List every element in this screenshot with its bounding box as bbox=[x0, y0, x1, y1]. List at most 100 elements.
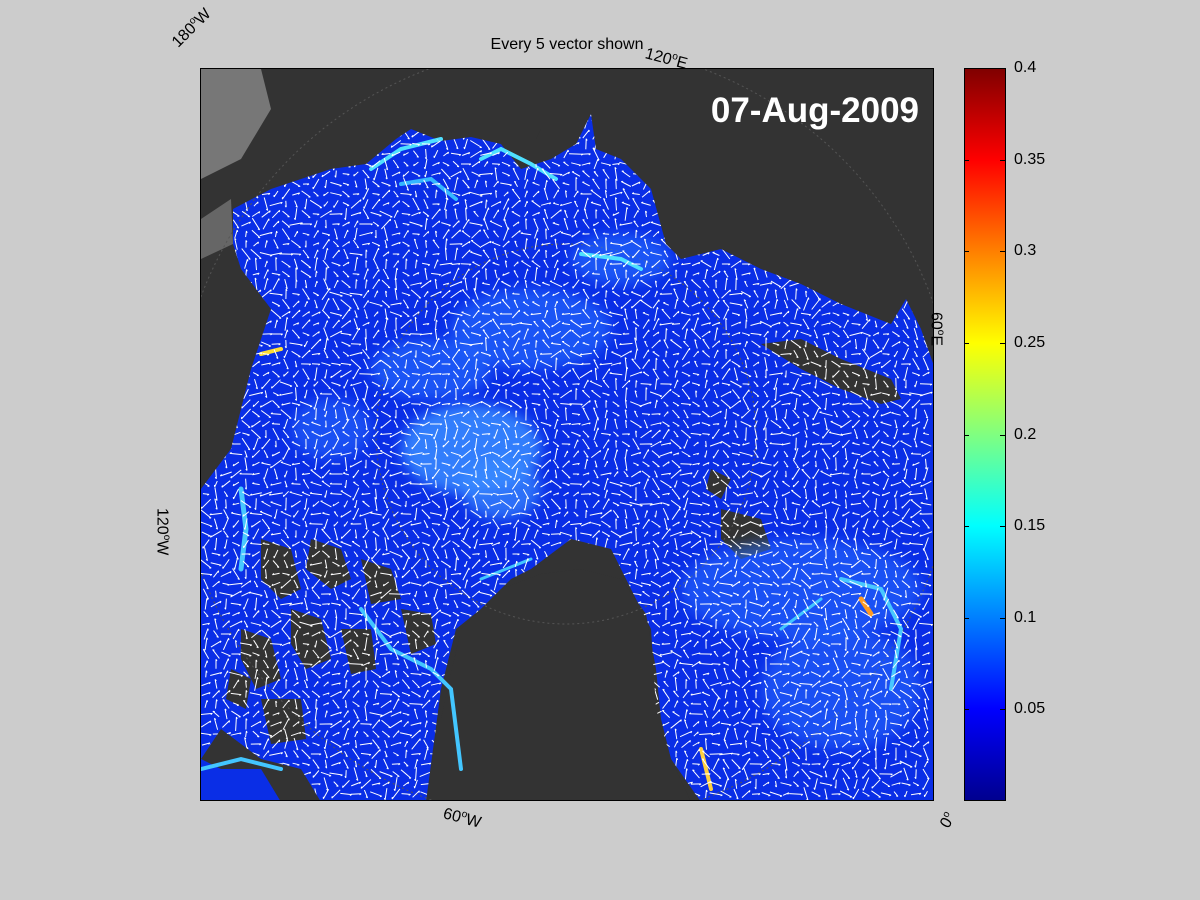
velocity-vector bbox=[512, 337, 520, 351]
velocity-vector bbox=[461, 289, 471, 299]
velocity-vector bbox=[631, 181, 641, 187]
coastal-currents bbox=[201, 137, 904, 791]
velocity-vector bbox=[522, 372, 531, 376]
velocity-vector bbox=[624, 366, 629, 381]
velocity-vector bbox=[731, 331, 741, 337]
velocity-vector bbox=[624, 207, 629, 221]
velocity-vector bbox=[371, 160, 381, 168]
velocity-vector bbox=[433, 380, 439, 389]
velocity-vector bbox=[412, 252, 420, 257]
velocity-vector bbox=[542, 281, 550, 286]
velocity-vector bbox=[333, 200, 339, 208]
velocity-vector bbox=[250, 249, 262, 260]
velocity-vector bbox=[693, 350, 699, 358]
velocity-vector bbox=[392, 200, 401, 208]
velocity-vector bbox=[349, 252, 363, 257]
velocity-vector bbox=[539, 360, 553, 368]
velocity-vector bbox=[444, 247, 448, 261]
velocity-vector bbox=[729, 292, 743, 296]
velocity-vector bbox=[843, 319, 849, 329]
velocity-vector bbox=[794, 329, 799, 339]
velocity-vector bbox=[593, 158, 599, 170]
velocity-vector bbox=[672, 262, 679, 266]
velocity-vector bbox=[713, 361, 719, 367]
velocity-vector bbox=[273, 190, 279, 198]
velocity-vector bbox=[394, 219, 398, 229]
velocity-vector bbox=[882, 333, 890, 336]
velocity-vector bbox=[682, 300, 690, 308]
velocity-vector bbox=[453, 378, 459, 390]
velocity-vector bbox=[340, 299, 352, 309]
velocity-vector bbox=[372, 269, 380, 279]
velocity-vector bbox=[613, 300, 619, 308]
velocity-vector bbox=[791, 299, 801, 309]
velocity-vector bbox=[823, 337, 829, 351]
velocity-vector bbox=[912, 358, 920, 371]
velocity-vector bbox=[304, 301, 308, 307]
velocity-vector bbox=[485, 336, 488, 351]
velocity-vector bbox=[414, 350, 417, 358]
velocity-vector bbox=[492, 163, 501, 166]
velocity-vector bbox=[261, 378, 271, 390]
velocity-vector bbox=[363, 380, 369, 388]
velocity-vector bbox=[563, 149, 569, 159]
velocity-vector bbox=[383, 227, 389, 242]
velocity-vector bbox=[601, 331, 611, 337]
velocity-vector bbox=[584, 208, 588, 220]
velocity-vector bbox=[681, 347, 691, 361]
velocity-vector bbox=[462, 268, 470, 280]
velocity-vector bbox=[533, 358, 539, 370]
velocity-vector bbox=[703, 301, 709, 307]
velocity-vector bbox=[474, 277, 478, 291]
velocity-vector bbox=[554, 300, 558, 308]
velocity-vector bbox=[442, 310, 450, 318]
velocity-vector bbox=[713, 370, 719, 378]
velocity-vector bbox=[763, 288, 769, 300]
velocity-vector bbox=[743, 299, 749, 309]
velocity-vector bbox=[770, 280, 782, 288]
velocity-vector bbox=[534, 229, 539, 239]
velocity-vector bbox=[913, 340, 919, 349]
velocity-vector bbox=[573, 200, 579, 208]
velocity-vector bbox=[373, 320, 379, 328]
velocity-vector bbox=[843, 370, 849, 378]
velocity-vector bbox=[252, 372, 260, 377]
velocity-vector bbox=[641, 221, 651, 227]
velocity-vector bbox=[549, 173, 563, 176]
velocity-vector bbox=[311, 352, 321, 356]
velocity-vector bbox=[464, 277, 468, 291]
velocity-vector bbox=[391, 151, 401, 157]
velocity-vector bbox=[511, 362, 522, 366]
velocity-vector bbox=[440, 300, 452, 308]
velocity-vector bbox=[603, 267, 609, 280]
velocity-vector bbox=[593, 310, 599, 318]
velocity-vector bbox=[413, 238, 419, 250]
velocity-vector bbox=[365, 249, 368, 259]
velocity-vector bbox=[853, 311, 860, 317]
velocity-vector bbox=[701, 363, 711, 366]
velocity-vector bbox=[291, 240, 301, 248]
velocity-vector bbox=[232, 219, 240, 229]
velocity-vector bbox=[731, 360, 741, 368]
velocity-vector bbox=[393, 209, 399, 219]
velocity-vector bbox=[753, 300, 759, 308]
velocity-vector bbox=[742, 348, 750, 360]
velocity-vector bbox=[622, 332, 630, 335]
velocity-vector bbox=[692, 272, 700, 276]
velocity-vector bbox=[461, 311, 471, 317]
velocity-vector bbox=[373, 258, 379, 270]
velocity-vector bbox=[542, 329, 550, 339]
velocity-vector bbox=[511, 330, 521, 338]
velocity-vector bbox=[630, 291, 642, 297]
velocity-vector bbox=[764, 357, 768, 372]
velocity-vector bbox=[523, 311, 529, 317]
velocity-vector bbox=[443, 339, 449, 349]
velocity-vector bbox=[370, 211, 382, 217]
velocity-vector bbox=[502, 371, 510, 377]
velocity-vector bbox=[571, 367, 581, 380]
velocity-vector bbox=[313, 249, 319, 259]
velocity-vector bbox=[330, 181, 342, 187]
velocity-vector bbox=[333, 279, 339, 289]
velocity-vector bbox=[421, 351, 431, 357]
